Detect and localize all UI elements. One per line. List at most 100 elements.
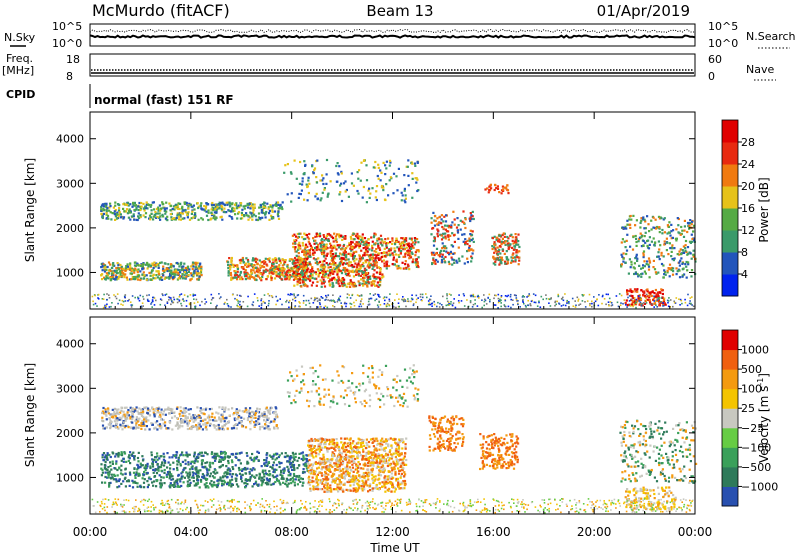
- range-gate-cell: [213, 426, 216, 429]
- range-gate-cell: [190, 217, 193, 220]
- range-gate-cell: [344, 180, 347, 183]
- range-gate-cell: [355, 235, 358, 238]
- range-gate-cell: [397, 247, 401, 250]
- range-gate-cell: [337, 282, 340, 285]
- range-gate-cell: [240, 214, 244, 217]
- noise-cell: [134, 296, 136, 299]
- range-gate-cell: [629, 266, 632, 269]
- noise-cell: [239, 294, 241, 297]
- range-gate-cell: [663, 269, 666, 272]
- range-gate-cell: [664, 273, 667, 276]
- noise-cell: [312, 302, 315, 304]
- range-gate-cell: [338, 262, 341, 265]
- range-gate-cell: [468, 240, 471, 243]
- range-gate-cell: [466, 242, 469, 246]
- range-gate-cell: [133, 269, 136, 272]
- range-gate-cell: [304, 275, 307, 278]
- range-gate-cell: [640, 273, 643, 276]
- range-gate-cell: [339, 184, 342, 187]
- noise-cell: [411, 298, 414, 301]
- range-gate-cell: [140, 205, 143, 208]
- noise-cell: [124, 300, 127, 302]
- range-gate-cell: [269, 266, 272, 269]
- range-gate-cell: [399, 252, 402, 255]
- range-gate-cell: [264, 216, 267, 219]
- range-gate-cell: [337, 275, 340, 278]
- range-gate-cell: [440, 238, 444, 241]
- range-gate-cell: [492, 255, 495, 258]
- range-gate-cell: [345, 256, 348, 259]
- range-gate-cell: [267, 207, 270, 210]
- noise-cell: [359, 303, 362, 305]
- range-gate-cell: [264, 206, 267, 209]
- range-gate-cell: [691, 220, 694, 223]
- range-gate-cell: [338, 236, 341, 239]
- range-gate-cell: [654, 271, 657, 274]
- range-gate-cell: [143, 418, 146, 421]
- range-gate-cell: [360, 238, 363, 241]
- noise-cell: [142, 305, 144, 307]
- range-gate-cell: [279, 276, 282, 279]
- noise-cell: [536, 305, 539, 307]
- noise-cell: [577, 298, 580, 301]
- range-gate-cell: [297, 248, 300, 251]
- range-gate-cell: [184, 211, 187, 214]
- range-gate-cell: [249, 428, 252, 431]
- range-gate-cell: [194, 266, 197, 269]
- range-gate-cell: [380, 171, 383, 174]
- noise-cell: [447, 304, 449, 306]
- range-gate-cell: [517, 240, 520, 243]
- range-gate-cell: [146, 207, 149, 210]
- noise-cell: [115, 297, 118, 300]
- range-gate-cell: [340, 199, 344, 203]
- range-gate-cell: [162, 410, 165, 413]
- range-gate-cell: [668, 242, 671, 245]
- noise-cell: [484, 299, 487, 302]
- noise-cell: [607, 301, 610, 303]
- range-gate-cell: [278, 259, 281, 262]
- range-gate-cell: [109, 211, 112, 214]
- noise-cell: [183, 300, 185, 302]
- noise-cell: [460, 300, 463, 302]
- noise-cell: [319, 306, 321, 308]
- range-gate-cell: [644, 227, 647, 230]
- range-gate-cell: [329, 242, 332, 245]
- range-gate-cell: [141, 268, 144, 271]
- range-gate-cell: [235, 202, 238, 205]
- range-gate-cell: [469, 219, 472, 223]
- range-gate-cell: [168, 269, 171, 272]
- range-gate-cell: [438, 255, 441, 258]
- range-gate-cell: [662, 299, 666, 302]
- noise-cell: [564, 304, 567, 307]
- noise-cell: [289, 293, 292, 295]
- noise-cell: [605, 303, 607, 306]
- range-gate-cell: [295, 254, 298, 257]
- range-gate-cell: [295, 265, 298, 268]
- range-gate-cell: [187, 274, 190, 277]
- range-gate-cell: [514, 260, 517, 263]
- noise-cell: [584, 306, 587, 308]
- range-gate-cell: [339, 269, 342, 272]
- range-gate-cell: [183, 201, 186, 204]
- noise-cell: [264, 302, 266, 304]
- range-gate-cell: [447, 238, 450, 241]
- noise-cell: [293, 297, 296, 299]
- range-gate-cell: [327, 232, 331, 236]
- range-gate-cell: [178, 426, 181, 429]
- range-gate-cell: [132, 203, 135, 206]
- range-gate-cell: [257, 421, 260, 424]
- range-gate-cell: [117, 412, 120, 416]
- range-gate-cell: [250, 268, 253, 271]
- range-gate-cell: [518, 250, 521, 253]
- range-gate-cell: [417, 249, 420, 252]
- y-tick-label: 4000: [56, 133, 84, 146]
- noise-cell: [356, 294, 359, 296]
- range-gate-cell: [646, 244, 649, 247]
- noise-cell: [321, 297, 324, 299]
- range-gate-cell: [491, 245, 494, 248]
- range-gate-cell: [291, 258, 294, 261]
- noise-cell: [386, 302, 389, 305]
- range-gate-cell: [208, 415, 212, 418]
- range-gate-cell: [152, 273, 155, 276]
- noise-cell: [478, 297, 480, 299]
